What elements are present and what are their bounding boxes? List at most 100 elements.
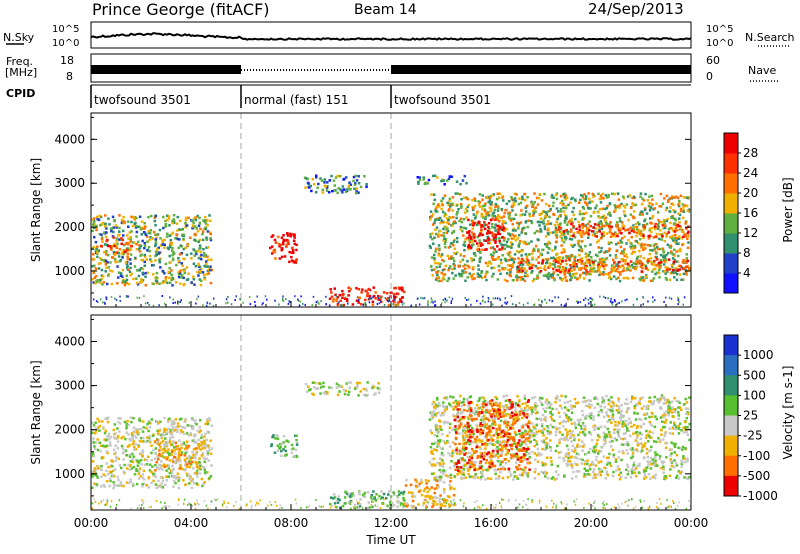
data-cell bbox=[625, 256, 629, 259]
data-cell bbox=[511, 263, 515, 266]
data-cell bbox=[102, 473, 105, 476]
data-cell bbox=[149, 258, 152, 261]
data-cell bbox=[478, 205, 482, 208]
data-cell bbox=[568, 271, 571, 274]
ground-scatter-cell bbox=[612, 301, 614, 304]
colorbar-tick-label: 24 bbox=[743, 166, 758, 180]
data-cell bbox=[666, 398, 670, 402]
data-cell bbox=[206, 255, 209, 258]
data-cell bbox=[180, 453, 183, 457]
data-cell bbox=[503, 229, 506, 232]
data-cell bbox=[430, 193, 433, 196]
data-cell bbox=[362, 494, 366, 497]
data-cell bbox=[471, 267, 475, 271]
data-cell bbox=[617, 264, 621, 268]
data-cell bbox=[611, 413, 615, 416]
data-cell bbox=[453, 462, 456, 465]
data-cell bbox=[585, 452, 588, 456]
data-cell bbox=[635, 426, 639, 430]
data-cell bbox=[125, 282, 128, 285]
data-cell bbox=[124, 242, 127, 246]
data-cell bbox=[423, 487, 427, 490]
ground-scatter-cell bbox=[180, 299, 182, 302]
data-cell bbox=[466, 264, 470, 268]
data-cell bbox=[554, 226, 558, 230]
ground-scatter-cell bbox=[179, 301, 181, 303]
data-cell bbox=[440, 220, 443, 224]
ground-scatter-cell bbox=[212, 304, 215, 307]
data-cell bbox=[665, 253, 668, 257]
data-cell bbox=[679, 247, 682, 251]
data-cell bbox=[586, 459, 589, 462]
data-cell bbox=[188, 455, 191, 458]
data-cell bbox=[199, 246, 202, 249]
data-cell bbox=[656, 464, 659, 467]
data-cell bbox=[600, 272, 603, 276]
data-cell bbox=[330, 174, 333, 178]
data-cell bbox=[197, 265, 201, 268]
data-cell bbox=[638, 249, 641, 253]
data-cell bbox=[290, 443, 294, 447]
data-cell bbox=[672, 209, 675, 212]
data-cell bbox=[519, 221, 523, 224]
data-cell bbox=[189, 431, 193, 435]
data-cell bbox=[177, 275, 181, 279]
data-cell bbox=[624, 431, 627, 435]
data-cell bbox=[484, 217, 487, 221]
data-cell bbox=[466, 276, 469, 279]
data-cell bbox=[576, 463, 579, 466]
data-cell bbox=[680, 237, 683, 240]
data-cell bbox=[578, 212, 582, 216]
data-cell bbox=[617, 397, 620, 400]
data-cell bbox=[563, 270, 567, 274]
data-cell bbox=[138, 246, 142, 250]
data-cell bbox=[172, 252, 175, 256]
data-cell bbox=[181, 264, 184, 268]
data-cell bbox=[645, 222, 649, 226]
data-cell bbox=[186, 440, 189, 443]
data-cell bbox=[608, 223, 611, 226]
ground-scatter-cell bbox=[110, 295, 113, 298]
data-cell bbox=[480, 230, 483, 233]
data-cell bbox=[94, 282, 97, 285]
data-cell bbox=[575, 227, 578, 231]
data-cell bbox=[545, 244, 549, 247]
data-cell bbox=[333, 502, 337, 505]
data-cell bbox=[180, 251, 183, 255]
data-cell bbox=[620, 202, 623, 206]
data-cell bbox=[570, 222, 573, 226]
data-cell bbox=[686, 411, 689, 414]
data-cell bbox=[554, 245, 557, 249]
data-cell bbox=[607, 456, 610, 459]
data-cell bbox=[170, 241, 174, 245]
ground-scatter-cell bbox=[278, 303, 280, 306]
data-cell bbox=[620, 475, 623, 479]
data-cell bbox=[183, 269, 186, 272]
data-cell bbox=[132, 465, 136, 469]
data-cell bbox=[668, 210, 671, 213]
data-cell bbox=[563, 273, 567, 276]
data-cell bbox=[547, 204, 551, 208]
data-cell bbox=[198, 278, 202, 281]
ground-scatter-cell bbox=[506, 301, 509, 304]
data-cell bbox=[95, 245, 99, 248]
data-cell bbox=[488, 199, 492, 202]
data-cell bbox=[92, 257, 96, 261]
data-cell bbox=[618, 477, 622, 481]
data-cell bbox=[467, 248, 470, 251]
data-cell bbox=[491, 232, 494, 236]
data-cell bbox=[106, 451, 109, 455]
data-cell bbox=[201, 484, 204, 488]
data-cell bbox=[178, 219, 182, 223]
data-cell bbox=[192, 448, 196, 451]
data-cell bbox=[196, 249, 199, 253]
data-cell bbox=[118, 430, 121, 433]
data-cell bbox=[132, 216, 136, 219]
data-cell bbox=[567, 258, 571, 261]
data-cell bbox=[138, 470, 141, 474]
data-cell bbox=[488, 241, 492, 245]
data-cell bbox=[675, 464, 679, 467]
data-cell bbox=[449, 476, 453, 480]
data-cell bbox=[673, 423, 676, 427]
data-cell bbox=[197, 443, 200, 446]
